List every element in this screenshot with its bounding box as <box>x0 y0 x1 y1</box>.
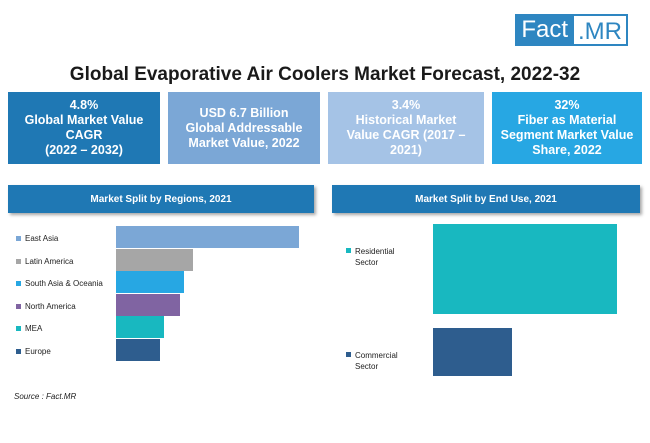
page-title: Global Evaporative Air Coolers Market Fo… <box>69 64 581 85</box>
bar-north-america <box>116 293 181 316</box>
source-note: Source : Fact.MR <box>14 392 77 401</box>
kpi-line: 2021) <box>390 143 422 157</box>
kpi-line: 3.4% <box>391 98 421 112</box>
kpi-text: 3.4% Historical Market Value CAGR (2017 –2… <box>347 98 466 158</box>
bar-commercial-sector <box>433 327 513 376</box>
legend-swatch <box>16 236 21 241</box>
logo-part-fact: Fact <box>515 14 574 46</box>
legend-swatch <box>16 258 21 264</box>
legend-item: Commercial Sector <box>346 350 416 372</box>
kpi-box-4: 32% Fiber as Material Segment Market Value… <box>492 92 642 164</box>
legend-label: MEA <box>25 324 43 333</box>
legend-item: MEA <box>16 324 42 333</box>
kpi-line: Market Value, 2022 <box>188 135 300 150</box>
legend-item: South Asia & Oceania <box>16 279 103 288</box>
kpi-line: Share, 2022 <box>532 143 602 157</box>
legend-label: South Asia & Oceania <box>25 279 103 288</box>
legend-label: North America <box>25 301 76 311</box>
bar-south-asia-oceania <box>116 271 184 293</box>
legend-item: Residential Sector <box>346 246 416 268</box>
kpi-text: 32% Fiber as Material Segment Market Value… <box>501 98 634 158</box>
legend-label: Commercial Sector <box>355 350 398 371</box>
kpi-line: Segment Market Value <box>500 128 634 142</box>
end-use-chart-header: Market Split by End Use, 2021 <box>332 185 640 213</box>
legend-item: East Asia <box>16 234 58 243</box>
kpi-line: USD 6.7 Billion <box>199 105 289 120</box>
kpi-line: 32% <box>554 98 580 112</box>
legend-swatch <box>16 281 21 286</box>
legend-item: North America <box>16 302 76 311</box>
kpi-line: Historical Market <box>355 113 457 127</box>
legend-swatch <box>16 348 21 354</box>
legend-label: Europe <box>25 346 51 356</box>
legend-label: East Asia <box>25 234 59 243</box>
kpi-line: Global Addressable <box>185 120 303 135</box>
legend-swatch <box>16 326 21 331</box>
kpi-line: Fiber as Material <box>517 113 617 127</box>
kpi-box-1: 4.8% Global Market Value CAGR (2022 – 2032) <box>8 92 160 164</box>
kpi-text: 4.8% Global Market Value CAGR (2022 – 2032) <box>25 98 144 158</box>
kpi-line: CAGR <box>65 128 103 142</box>
kpi-line: Value CAGR (2017 – <box>346 128 466 142</box>
fact-mr-logo: Fact .MR <box>515 14 628 46</box>
logo-part-mr: .MR <box>574 14 628 46</box>
legend-item: Europe <box>16 347 51 356</box>
bar-latin-america <box>116 248 193 271</box>
legend-label: Residential Sector <box>355 247 395 267</box>
bar-europe <box>116 338 160 361</box>
kpi-line: 4.8% <box>69 98 99 112</box>
legend-swatch <box>346 248 351 253</box>
legend-swatch <box>16 303 21 309</box>
kpi-text: USD 6.7 Billion Global Addressable Market … <box>186 106 303 151</box>
kpi-row: 4.8% Global Market Value CAGR (2022 – 2032)… <box>8 92 642 164</box>
regions-chart-header: Market Split by Regions, 2021 <box>8 185 314 213</box>
bar-mea <box>116 316 164 338</box>
bar-east-asia <box>116 226 299 248</box>
kpi-box-3: 3.4% Historical Market Value CAGR (2017 –2… <box>328 92 484 164</box>
kpi-box-2: USD 6.7 Billion Global Addressable Market … <box>168 92 320 164</box>
legend-item: Latin America <box>16 257 73 266</box>
legend-label: Latin America <box>25 256 74 266</box>
bar-residential-sector <box>433 224 617 314</box>
kpi-line: (2022 – 2032) <box>45 143 123 157</box>
legend-swatch <box>346 351 351 357</box>
kpi-line: Global Market Value <box>24 113 144 127</box>
